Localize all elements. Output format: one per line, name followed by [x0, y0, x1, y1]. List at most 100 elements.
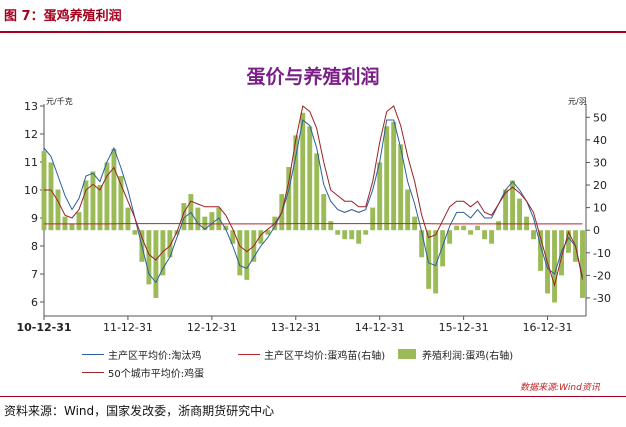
left-tick-label: 13	[24, 100, 38, 113]
right-tick-label: 20	[593, 179, 607, 192]
left-tick-label: 12	[24, 128, 38, 141]
profit-bar	[489, 230, 495, 244]
profit-bar	[342, 230, 348, 240]
profit-bar	[370, 207, 376, 231]
profit-bar	[69, 223, 75, 231]
profit-bar	[258, 230, 264, 244]
x-tick-label: 11-12-31	[103, 321, 153, 334]
left-tick-label: 11	[24, 156, 38, 169]
left-tick-label: 10	[24, 184, 38, 197]
profit-bar	[195, 207, 201, 231]
profit-bar	[111, 148, 117, 231]
profit-bar	[405, 189, 411, 231]
profit-bar	[363, 230, 369, 235]
profit-bar	[496, 221, 502, 231]
footer-divider	[0, 396, 626, 397]
profit-bar	[314, 153, 320, 231]
legend-swatch-egg-price	[82, 372, 104, 373]
profit-bar	[468, 230, 474, 235]
profit-bar	[335, 230, 341, 235]
figure-label: 图 7：蛋鸡养殖利润	[4, 9, 122, 24]
profit-bar	[160, 230, 166, 276]
profit-bar	[391, 121, 397, 231]
profit-bar	[48, 162, 54, 231]
profit-bar	[293, 135, 299, 231]
x-tick-label: 15-12-31	[439, 321, 489, 334]
profit-bar	[286, 166, 292, 231]
profit-bar	[146, 230, 152, 285]
profit-bar	[580, 230, 585, 298]
legend-label-chick-price: 主产区平均价:蛋鸡苗(右轴)	[264, 351, 386, 362]
profit-bar	[181, 203, 187, 231]
profit-bar	[447, 230, 453, 244]
profit-bar	[517, 198, 523, 231]
profit-bar	[384, 126, 390, 231]
profit-bar	[265, 230, 271, 235]
left-tick-label: 9	[31, 212, 38, 225]
legend-swatch-culled-hen	[82, 354, 104, 355]
right-axis-unit: 元/羽	[568, 97, 587, 106]
x-tick-label: 16-12-31	[523, 321, 573, 334]
legend-label-culled-hen: 主产区平均价:淘汰鸡	[108, 351, 202, 362]
profit-bar	[97, 185, 103, 231]
culled-hen-line	[43, 119, 583, 284]
profit-bar	[482, 230, 488, 240]
profit-bar	[132, 230, 138, 235]
right-tick-label: 50	[593, 111, 607, 124]
right-tick-label: 40	[593, 134, 607, 147]
profit-bar	[440, 230, 446, 267]
legend-swatch-profit	[398, 349, 416, 359]
profit-bar	[307, 126, 313, 231]
header-divider	[0, 31, 626, 33]
x-tick-label: 13-12-31	[271, 321, 321, 334]
figure-header: 图 7：蛋鸡养殖利润	[0, 0, 626, 26]
x-tick-label: 14-12-31	[355, 321, 405, 334]
profit-bar	[104, 162, 110, 231]
profit-bar	[230, 230, 236, 244]
legend-swatch-chick-price	[238, 354, 260, 355]
profit-bar	[377, 162, 383, 231]
chart-title: 蛋价与养殖利润	[246, 66, 380, 88]
right-tick-label: -10	[593, 247, 611, 260]
profit-bar	[433, 230, 439, 294]
profit-bar	[90, 171, 96, 231]
profit-bar	[419, 230, 425, 258]
egg-price-line	[44, 105, 583, 288]
profit-bar	[237, 230, 243, 276]
profit-bar	[538, 230, 543, 271]
profit-bar	[454, 225, 460, 231]
profit-bar	[118, 176, 124, 231]
watermark: 数据来源:Wind资讯	[520, 383, 600, 393]
left-tick-label: 8	[31, 240, 38, 253]
profit-bar	[167, 230, 173, 258]
profit-bar	[398, 144, 404, 231]
profit-bar	[566, 230, 571, 253]
profit-bar	[55, 189, 61, 231]
profit-bar	[125, 207, 131, 231]
profit-bar	[552, 230, 557, 303]
profit-bar	[209, 212, 215, 231]
profit-bar	[244, 230, 250, 280]
profit-bar	[426, 230, 432, 289]
legend-label-egg-price: 50个城市平均价:鸡蛋	[108, 369, 205, 380]
right-tick-label: -30	[593, 292, 611, 305]
left-tick-label: 6	[31, 296, 38, 309]
x-tick-label: 12-12-31	[187, 321, 237, 334]
x-tick-label: 10-12-31	[16, 321, 71, 334]
profit-bar	[531, 230, 536, 240]
profit-bar	[76, 212, 82, 231]
profit-bar	[461, 225, 467, 231]
right-tick-label: 10	[593, 202, 607, 215]
right-tick-label: 0	[593, 224, 600, 237]
profit-bar	[153, 230, 159, 298]
profit-bar	[328, 221, 334, 231]
profit-bar	[83, 180, 89, 231]
profit-bar	[475, 225, 481, 231]
profit-bar	[41, 151, 47, 231]
source-note: 资料来源：Wind，国家发改委，浙商期货研究中心	[4, 404, 275, 418]
profit-bar	[321, 194, 327, 231]
left-tick-label: 7	[31, 268, 38, 281]
right-tick-label: 30	[593, 156, 607, 169]
right-tick-label: -20	[593, 269, 611, 282]
